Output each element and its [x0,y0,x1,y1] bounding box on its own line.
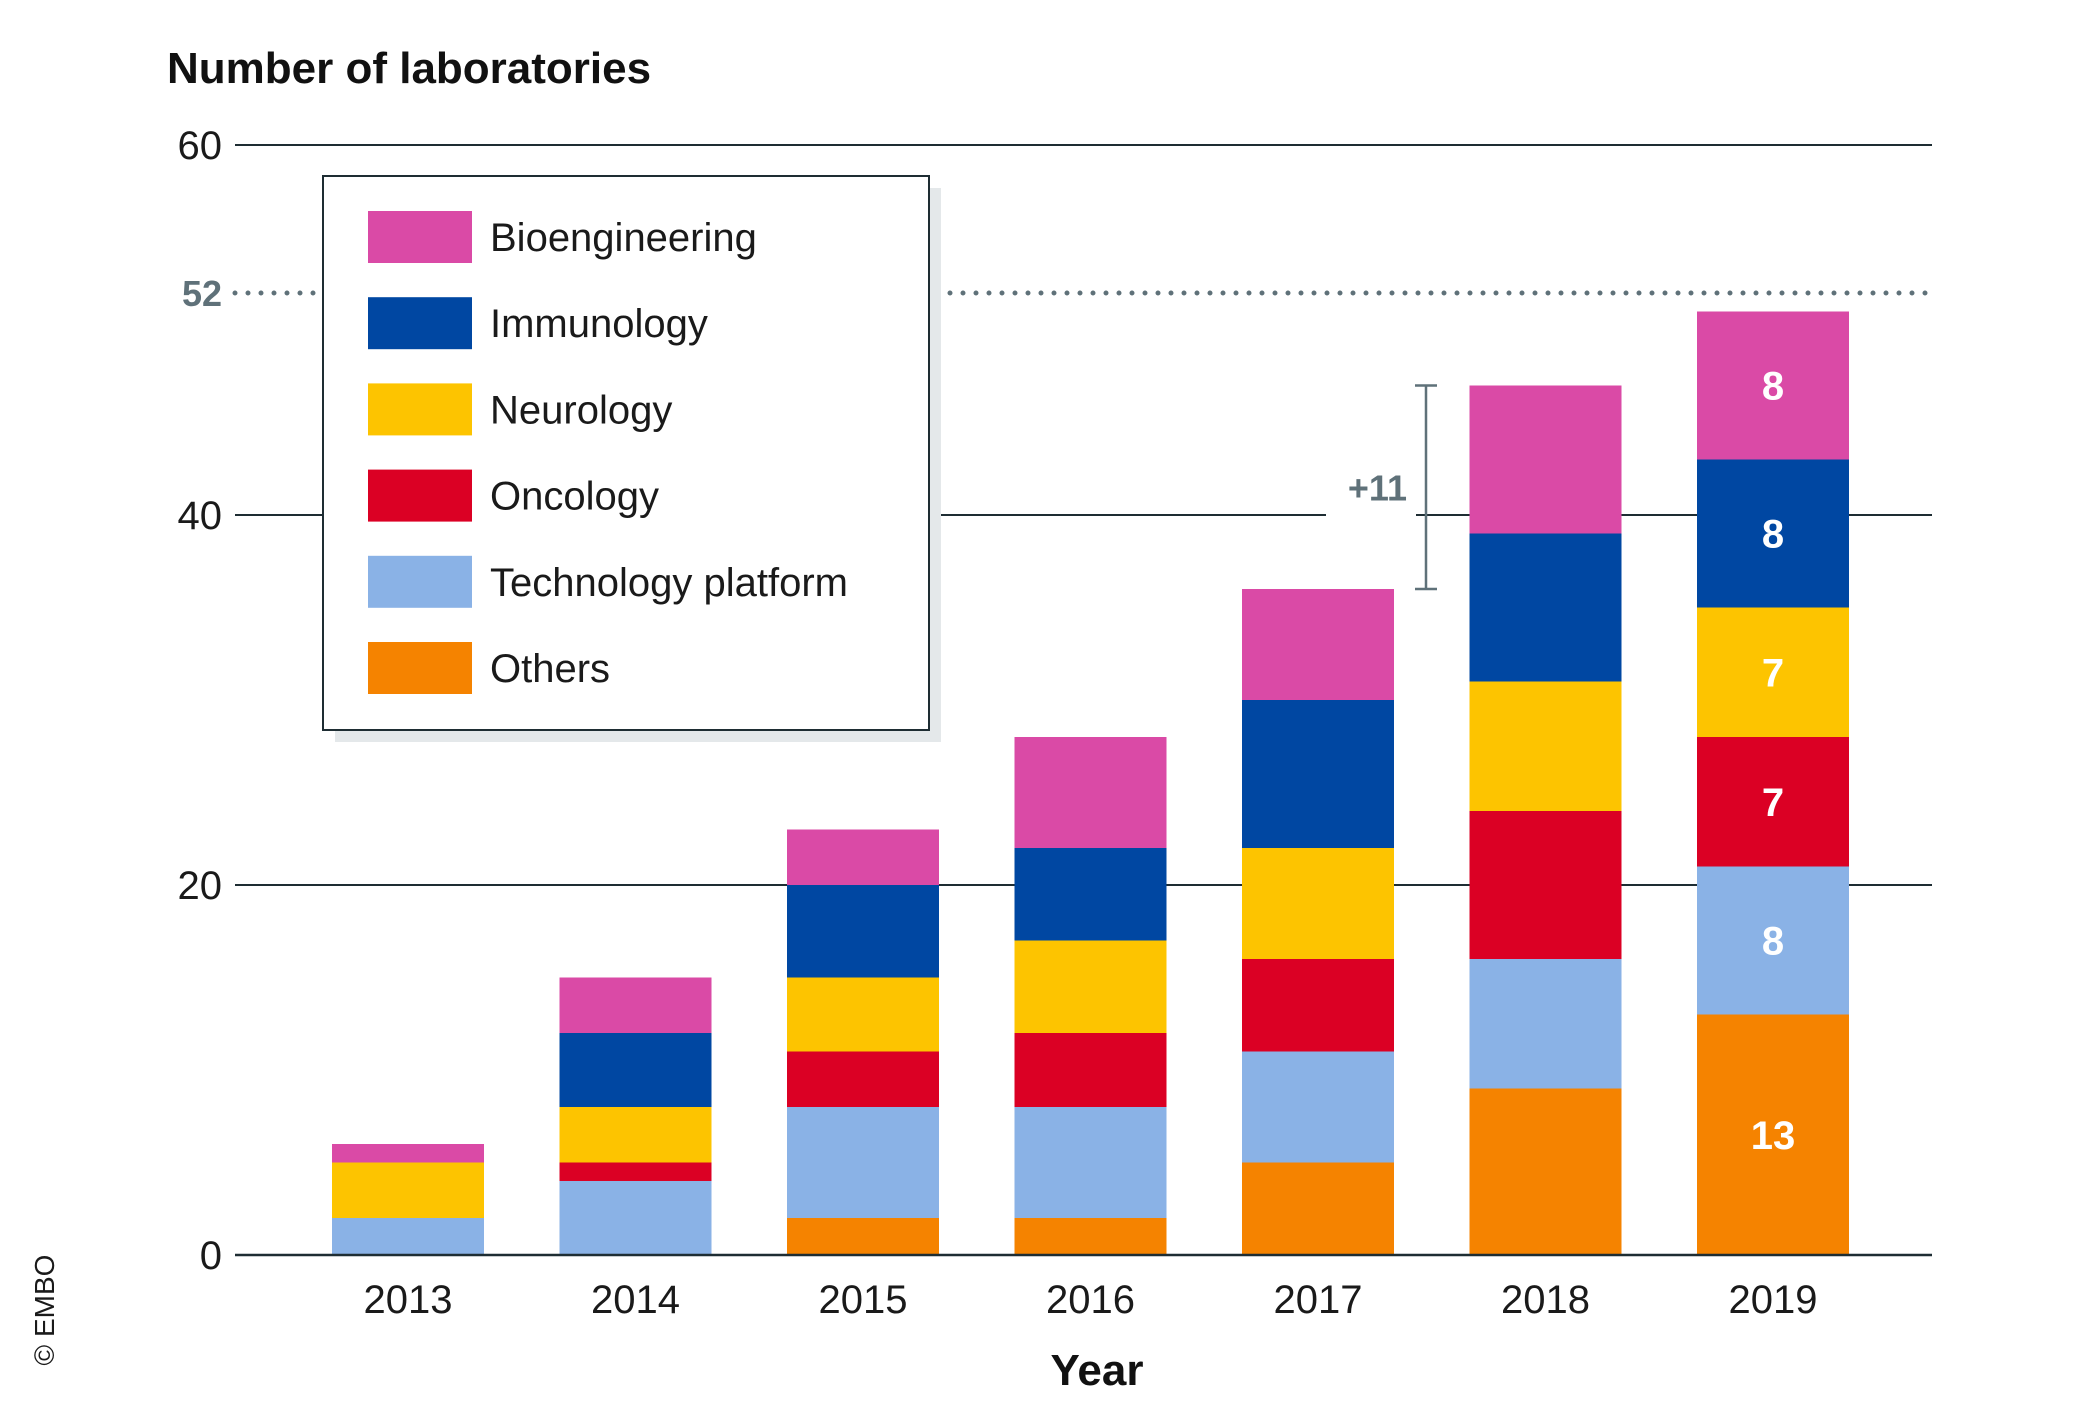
legend-swatch-others [368,642,472,694]
bar-2013-technology-platform [332,1218,484,1255]
chart-title: Number of laboratories [167,44,651,93]
bar-2019-technology-platform [1697,866,1849,1015]
legend: Bioengineering Immunology Neurology Oncolog… [322,175,941,742]
bar-2015-others [787,1218,939,1255]
bar-2017-oncology [1242,959,1394,1052]
bar-2017-bioengineering [1242,589,1394,700]
bar-2019-bioengineering [1697,311,1849,460]
data-label-bioengineering: 8 [1762,365,1784,409]
bar-2014-technology-platform [559,1181,712,1255]
bar-2016-technology-platform [1014,1107,1167,1218]
bar-2017-technology-platform [1242,1051,1394,1163]
legend-swatch-technology-platform [368,555,472,608]
bar-2016-others [1014,1218,1167,1255]
data-label-neurology: 7 [1762,651,1784,695]
data-label-oncology: 7 [1762,781,1784,825]
legend-label-neurology: Neurology [490,388,672,432]
legend-label-bioengineering: Bioengineering [490,216,757,260]
legend-swatch-bioengineering [368,211,472,263]
bars [332,311,1849,1255]
bar-2015-immunology [787,885,939,978]
y-tick-60: 60 [178,124,223,168]
y-axis-ticks: 0 20 40 60 [178,124,223,1278]
y-tick-0: 0 [200,1234,222,1278]
bar-2018-others [1469,1088,1622,1255]
x-tick-2015: 2015 [819,1278,908,1322]
bar-2015-oncology [787,1051,939,1107]
x-tick-2016: 2016 [1046,1278,1135,1322]
bar-2014-neurology [559,1107,712,1163]
bar-2014-immunology [559,1033,712,1107]
bar-2018-neurology [1469,681,1622,811]
x-axis-ticks: 2013 2014 2015 2016 2017 2018 2019 [364,1278,1818,1322]
legend-swatch-oncology [368,469,472,522]
bar-2018-immunology [1469,533,1622,682]
legend-label-technology-platform: Technology platform [490,561,848,605]
bar-2017-neurology [1242,848,1394,959]
data-label-others: 13 [1751,1114,1796,1158]
x-tick-2017: 2017 [1274,1278,1363,1322]
bar-2016-immunology [1014,848,1167,941]
bar-2014-oncology [559,1162,712,1181]
bar-2017-others [1242,1162,1394,1255]
bar-2018-oncology [1469,811,1622,959]
legend-label-oncology: Oncology [490,475,659,519]
x-tick-2014: 2014 [591,1278,680,1322]
x-tick-2018: 2018 [1501,1278,1590,1322]
bar-2019-immunology [1697,459,1849,608]
data-labels: 13 8 7 7 8 8 [1751,365,1796,1158]
bar-2017-immunology [1242,700,1394,848]
bar-2019-oncology [1697,737,1849,867]
bar-2016-neurology [1014,940,1167,1033]
legend-label-immunology: Immunology [490,302,708,346]
bar-2014-bioengineering [559,977,712,1033]
bar-2015-bioengineering [787,829,939,885]
copyright-text: © EMBO [29,1255,60,1366]
legend-swatch-neurology [368,383,472,436]
bar-2015-neurology [787,977,939,1052]
annotation-label: +11 [1348,467,1407,508]
increase-annotation: +11 [1326,384,1437,591]
bar-2013-bioengineering [332,1144,484,1163]
bar-2016-oncology [1014,1033,1167,1107]
legend-box [322,175,930,731]
data-label-technology-platform: 8 [1762,920,1784,964]
x-tick-2013: 2013 [364,1278,453,1322]
y-tick-20: 20 [178,864,223,908]
annotation-label-backdrop [1326,457,1416,518]
bar-2018-technology-platform [1469,959,1622,1089]
reference-line-label: 52 [182,273,222,314]
legend-label-others: Others [490,647,610,691]
x-tick-2019: 2019 [1729,1278,1818,1322]
legend-swatch-immunology [368,297,472,350]
bar-2016-bioengineering [1014,737,1167,848]
data-label-immunology: 8 [1762,513,1784,557]
bar-2018-bioengineering [1469,385,1622,534]
bar-2019-others [1697,1014,1849,1255]
x-axis-label: Year [1051,1346,1144,1395]
bar-2019-neurology [1697,607,1849,737]
reference-line: 52 [182,273,1935,314]
bar-2013-neurology [332,1162,484,1218]
y-tick-40: 40 [178,494,223,538]
bar-2015-technology-platform [787,1107,939,1218]
